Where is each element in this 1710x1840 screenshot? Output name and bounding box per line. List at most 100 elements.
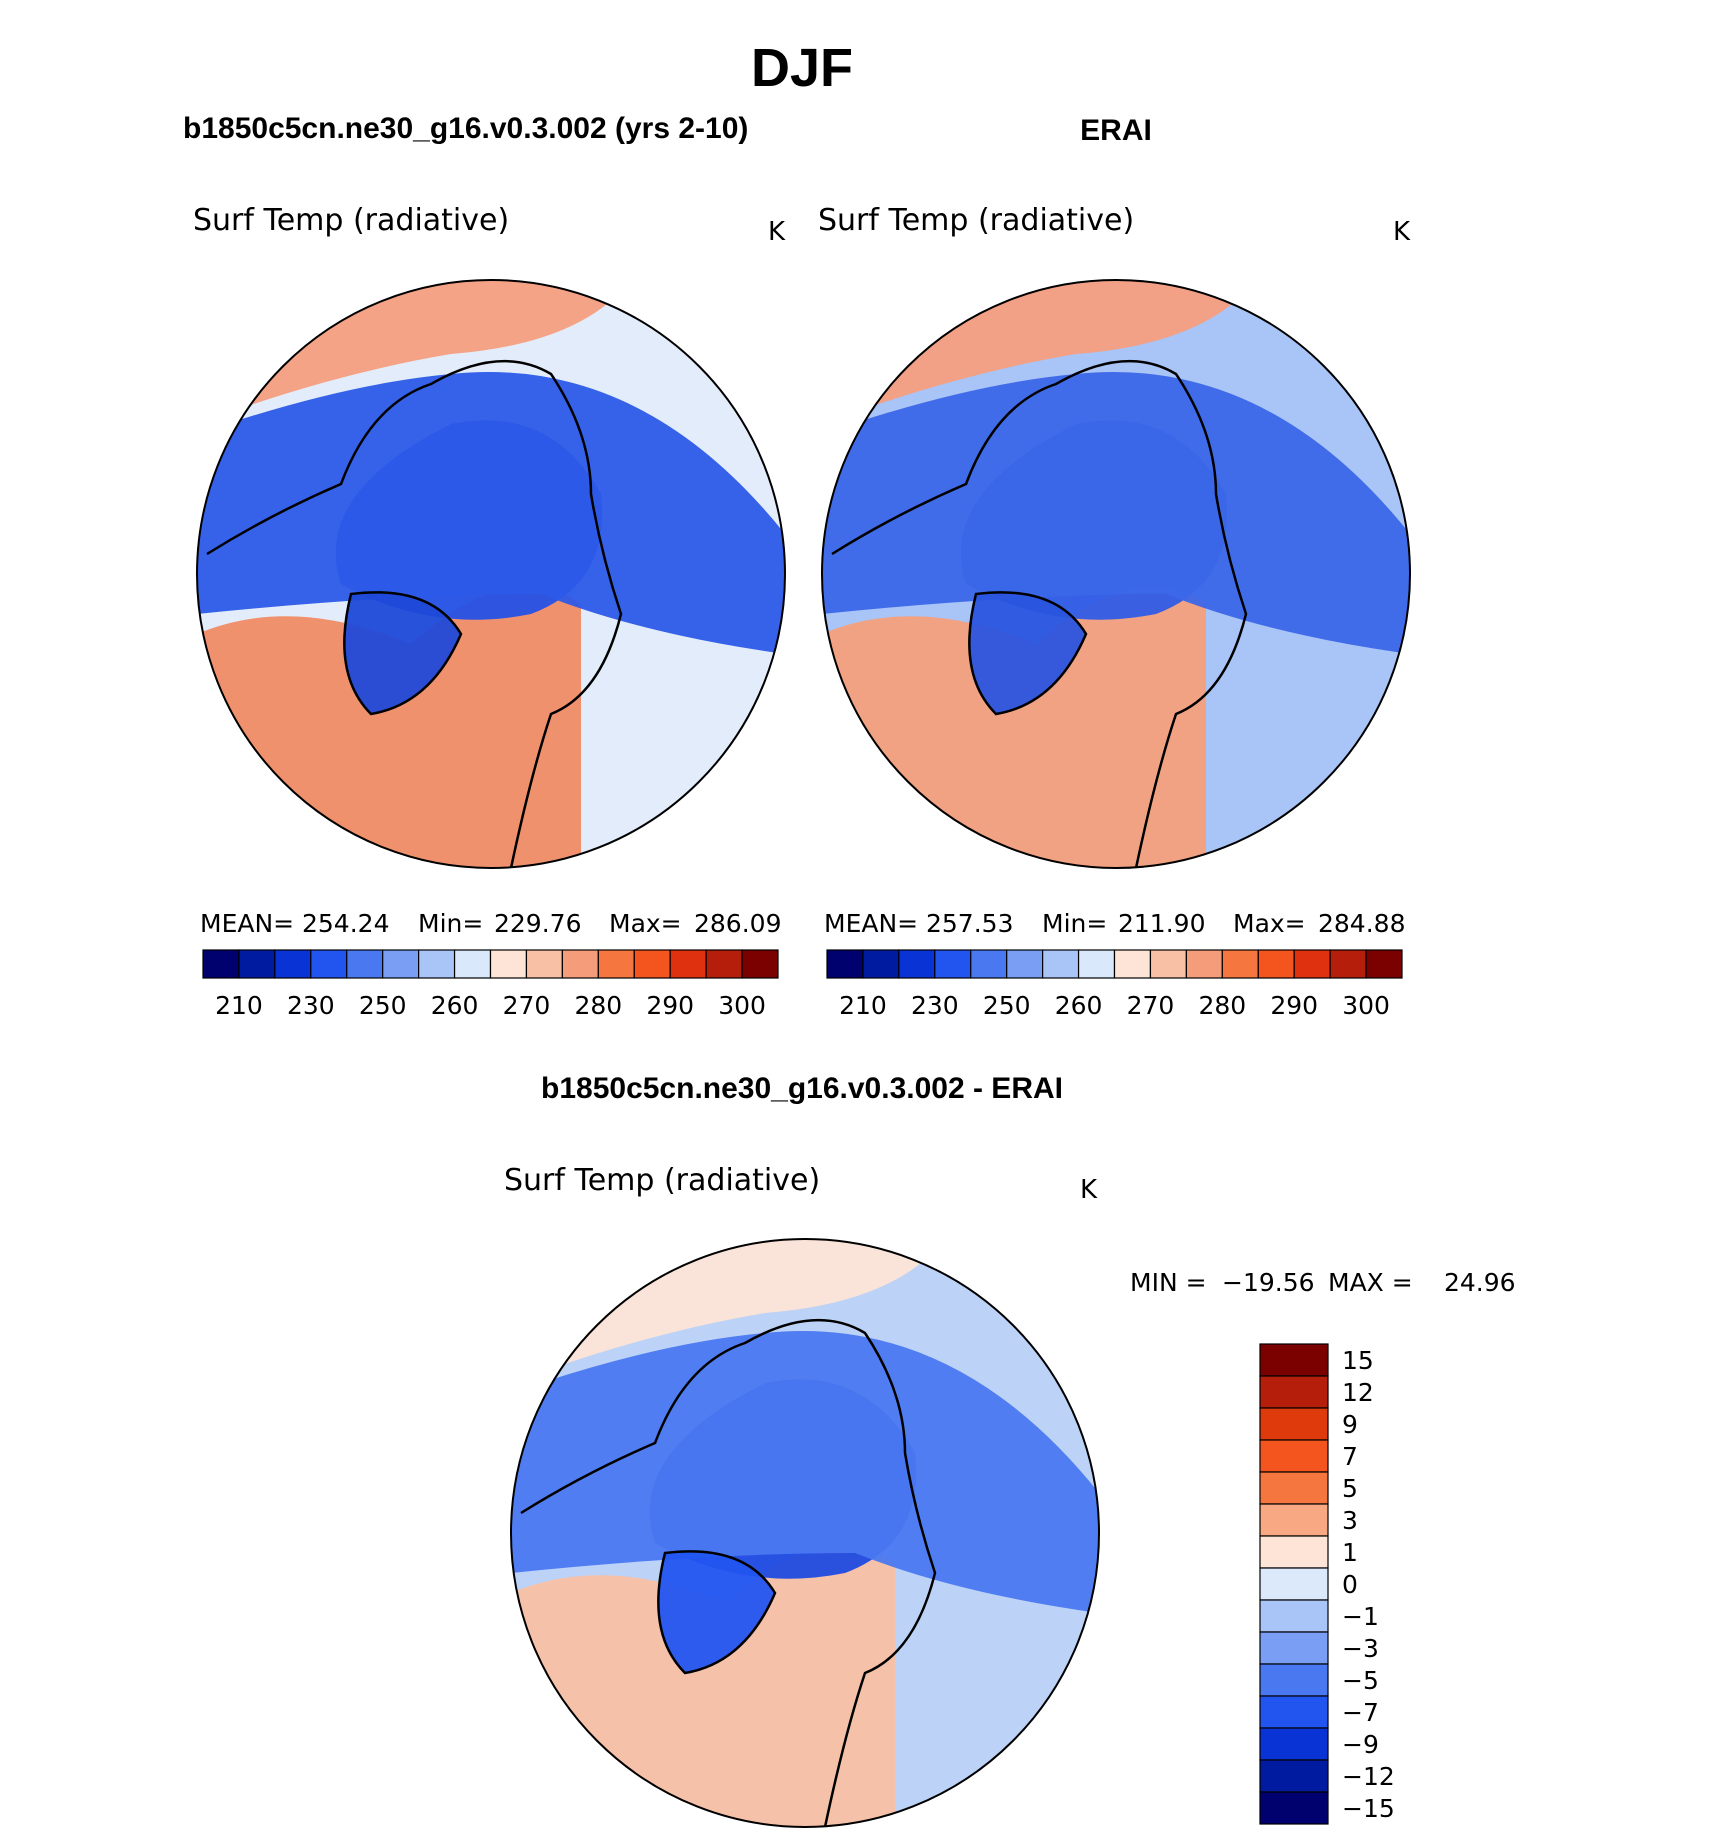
mean-value: 257.53 [926, 909, 1013, 938]
max-label: Max= [609, 909, 682, 938]
min-value: 211.90 [1118, 909, 1205, 938]
colorbar: 15 12 9 7 5 3 1 0 −1 −3 −5 −7 −9 −12 −15 [1259, 1343, 1395, 1825]
colorbar-tick-label: 260 [431, 991, 479, 1020]
variable-label: Surf Temp (radiative) [818, 203, 1134, 238]
colorbar-box [1259, 1471, 1329, 1505]
max-value: 284.88 [1318, 909, 1405, 938]
colorbar-box [1259, 1631, 1329, 1665]
colorbar-box [1259, 1759, 1329, 1793]
colorbar-box [826, 949, 864, 979]
colorbar-box [1259, 1407, 1329, 1441]
panel-title: b1850c5cn.ne30_g16.v0.3.002 - ERAI [541, 1072, 1063, 1105]
colorbar-box [1259, 1663, 1329, 1697]
colorbar-tick-label: 300 [1342, 991, 1390, 1020]
panel-model: b1850c5cn.ne30_g16.v0.3.002 (yrs 2-10) S… [183, 112, 786, 1020]
colorbar-tick-label: −7 [1342, 1698, 1379, 1727]
colorbar-box [934, 949, 972, 979]
polar-map [821, 279, 1411, 869]
colorbar-tick-label: −12 [1342, 1762, 1395, 1791]
colorbar-box [453, 949, 492, 979]
colorbar-box [525, 949, 563, 979]
units-label: K [1393, 217, 1411, 247]
colorbar-box [238, 949, 276, 979]
greenland-coastline [968, 591, 1088, 716]
colorbar-box [1329, 949, 1367, 979]
colorbar-tick-label: 5 [1342, 1474, 1358, 1503]
colorbar-box [1042, 949, 1080, 979]
coastline [206, 359, 623, 868]
min-value: 229.76 [494, 909, 581, 938]
mean-label: MEAN= [824, 909, 918, 938]
colorbar-box [382, 949, 420, 979]
colorbar-tick-label: 280 [574, 991, 622, 1020]
colorbar-box [1293, 949, 1331, 979]
cold-greenland-field [658, 1551, 775, 1673]
colorbar-tick-label: 280 [1198, 991, 1246, 1020]
colorbar-tick-label: −3 [1342, 1634, 1379, 1663]
colorbar-box [1259, 1535, 1329, 1569]
colorbar-tick-label: 250 [983, 991, 1031, 1020]
coastline [520, 1318, 937, 1827]
colorbar-box [898, 949, 936, 979]
colorbar-tick-label: 250 [359, 991, 407, 1020]
max-value: 24.96 [1444, 1268, 1516, 1297]
cold-siberia-field [511, 1331, 1099, 1613]
min-label: MIN = [1130, 1268, 1207, 1297]
cold-siberia-field [197, 372, 785, 654]
colorbar-tick-label: 260 [1055, 991, 1103, 1020]
colorbar-box [1259, 1375, 1329, 1409]
colorbar-box [1259, 1727, 1329, 1761]
colorbar-box [561, 949, 599, 979]
colorbar-box [1006, 949, 1044, 979]
colorbar-box [489, 949, 528, 979]
colorbar-box [1113, 949, 1152, 979]
colorbar-box [669, 949, 707, 979]
colorbar-box [1259, 1343, 1329, 1377]
polar-map [196, 279, 786, 869]
coastline [831, 359, 1248, 868]
colorbar-box [1185, 949, 1223, 979]
colorbar-box [633, 949, 671, 979]
colorbar-tick-label: 12 [1342, 1378, 1374, 1407]
min-value: −19.56 [1222, 1268, 1315, 1297]
colorbar-box [346, 949, 384, 979]
colorbar-box [705, 949, 743, 979]
map-boundary [821, 279, 1411, 869]
max-label: Max= [1233, 909, 1306, 938]
colorbar-box [274, 949, 312, 979]
colorbar: 210 230 250 260 270 280 290 300 [826, 949, 1403, 1020]
map-boundary [196, 279, 786, 869]
mean-value: 254.24 [302, 909, 389, 938]
colorbar-box [597, 949, 635, 979]
colorbar-box [1365, 949, 1403, 979]
colorbar-tick-label: 230 [287, 991, 335, 1020]
colorbar-tick-label: 9 [1342, 1410, 1358, 1439]
variable-label: Surf Temp (radiative) [193, 203, 509, 238]
colorbar-box [1149, 949, 1187, 979]
colorbar-tick-label: 1 [1342, 1538, 1358, 1567]
colorbar-box [1077, 949, 1116, 979]
cold-greenland-field [969, 592, 1086, 714]
min-label: Min= [1042, 909, 1107, 938]
polar-map [510, 1238, 1100, 1828]
max-label: MAX = [1328, 1268, 1413, 1297]
colorbar-tick-label: −5 [1342, 1666, 1379, 1695]
stats-line: MEAN= 254.24 Min= 229.76 Max= 286.09 [200, 909, 781, 938]
colorbar-box [741, 949, 779, 979]
units-label: K [768, 217, 786, 247]
colorbar-box [202, 949, 240, 979]
colorbar-tick-label: 210 [215, 991, 263, 1020]
colorbar-tick-label: 210 [839, 991, 887, 1020]
units-label: K [1080, 1175, 1098, 1205]
colorbar-box [862, 949, 900, 979]
stats-line: MEAN= 257.53 Min= 211.90 Max= 284.88 [824, 909, 1405, 938]
colorbar-box [1221, 949, 1259, 979]
colorbar-tick-label: 270 [1127, 991, 1175, 1020]
panel-obs: ERAI Surf Temp (radiative) K MEAN= 257.5… [818, 114, 1411, 1020]
colorbar-tick-label: −9 [1342, 1730, 1379, 1759]
greenland-coastline [657, 1550, 777, 1675]
colorbar-box [1259, 1695, 1329, 1729]
colorbar-box [310, 949, 348, 979]
mean-label: MEAN= [200, 909, 294, 938]
